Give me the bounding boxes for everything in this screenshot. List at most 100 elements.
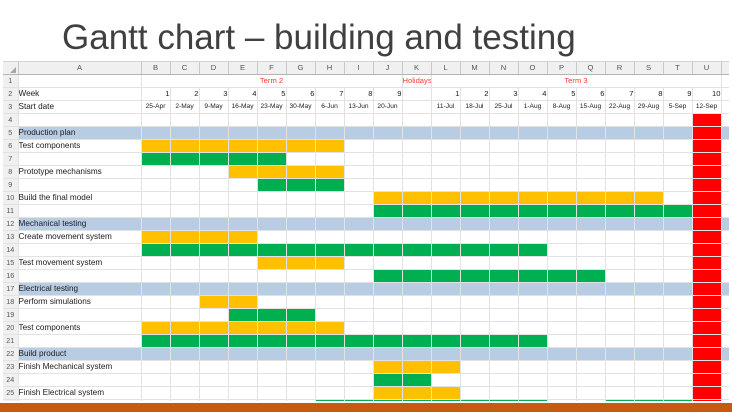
cell-O22[interactable]	[518, 347, 548, 361]
spreadsheet-gantt[interactable]: ABCDEFGHIJKLMNOPQRSTUVWX1Term 2HolidaysT…	[3, 61, 729, 404]
cell-V16[interactable]	[721, 269, 729, 283]
cell-V4[interactable]	[721, 113, 729, 127]
cell-S13[interactable]	[634, 230, 664, 244]
cell-P24[interactable]	[547, 373, 577, 387]
cell-K7[interactable]	[402, 152, 432, 166]
row-header-18[interactable]: 18	[3, 295, 19, 309]
cell-B15[interactable]	[141, 256, 171, 270]
cell-E25[interactable]	[228, 386, 258, 400]
cell-E23[interactable]	[228, 360, 258, 374]
cell-K20[interactable]	[402, 321, 432, 335]
cell-Q9[interactable]	[576, 178, 606, 192]
cell-L4[interactable]	[431, 113, 461, 127]
cell-F22[interactable]	[257, 347, 287, 361]
cell-Q4[interactable]	[576, 113, 606, 127]
cell-J7[interactable]	[373, 152, 403, 166]
cell-D10[interactable]	[199, 191, 229, 205]
cell-N22[interactable]	[489, 347, 519, 361]
cell-N12[interactable]	[489, 217, 519, 231]
cell-R6[interactable]	[605, 139, 635, 153]
cell-L12[interactable]	[431, 217, 461, 231]
cell-I15[interactable]	[344, 256, 374, 270]
cell-C9[interactable]	[170, 178, 200, 192]
cell-Q6[interactable]	[576, 139, 606, 153]
cell-J18[interactable]	[373, 295, 403, 309]
cell-H18[interactable]	[315, 295, 345, 309]
task-label-18[interactable]: Perform simulations	[18, 295, 142, 309]
cell-J4[interactable]	[373, 113, 403, 127]
row-header-16[interactable]: 16	[3, 269, 19, 283]
cell-Q24[interactable]	[576, 373, 606, 387]
row-header-2[interactable]: 2	[3, 87, 19, 101]
select-all-corner[interactable]	[3, 62, 19, 75]
task-label-10[interactable]: Build the final model	[18, 191, 142, 205]
cell-G22[interactable]	[286, 347, 316, 361]
cell-T6[interactable]	[663, 139, 693, 153]
cell-M15[interactable]	[460, 256, 490, 270]
cell-P9[interactable]	[547, 178, 577, 192]
cell-R8[interactable]	[605, 165, 635, 179]
cell-D19[interactable]	[199, 308, 229, 322]
cell-R12[interactable]	[605, 217, 635, 231]
cell-S24[interactable]	[634, 373, 664, 387]
cell-H12[interactable]	[315, 217, 345, 231]
cell-G25[interactable]	[286, 386, 316, 400]
cell-R21[interactable]	[605, 334, 635, 348]
cell-K18[interactable]	[402, 295, 432, 309]
cell-T5[interactable]	[663, 126, 693, 140]
cell-T7[interactable]	[663, 152, 693, 166]
cell-J5[interactable]	[373, 126, 403, 140]
cell-S19[interactable]	[634, 308, 664, 322]
cell-N6[interactable]	[489, 139, 519, 153]
cell-L7[interactable]	[431, 152, 461, 166]
cell-T19[interactable]	[663, 308, 693, 322]
cell-O18[interactable]	[518, 295, 548, 309]
cell-M22[interactable]	[460, 347, 490, 361]
cell-M13[interactable]	[460, 230, 490, 244]
cell-S23[interactable]	[634, 360, 664, 374]
row-header-20[interactable]: 20	[3, 321, 19, 335]
cell-G16[interactable]	[286, 269, 316, 283]
cell-V11[interactable]	[721, 204, 729, 218]
row-header-14[interactable]: 14	[3, 243, 19, 257]
cell-I7[interactable]	[344, 152, 374, 166]
cell-S25[interactable]	[634, 386, 664, 400]
cell-V21[interactable]	[721, 334, 729, 348]
column-header-C[interactable]: C	[170, 62, 200, 75]
cell-O4[interactable]	[518, 113, 548, 127]
cell-S7[interactable]	[634, 152, 664, 166]
row-header-23[interactable]: 23	[3, 360, 19, 374]
cell-H13[interactable]	[315, 230, 345, 244]
cell-B9[interactable]	[141, 178, 171, 192]
cell-G23[interactable]	[286, 360, 316, 374]
row-header-22[interactable]: 22	[3, 347, 19, 361]
cell-E11[interactable]	[228, 204, 258, 218]
cell-M20[interactable]	[460, 321, 490, 335]
cell-G24[interactable]	[286, 373, 316, 387]
cell-E24[interactable]	[228, 373, 258, 387]
cell-L17[interactable]	[431, 282, 461, 296]
cell-I23[interactable]	[344, 360, 374, 374]
cell-C4[interactable]	[170, 113, 200, 127]
cell-H17[interactable]	[315, 282, 345, 296]
cell-P20[interactable]	[547, 321, 577, 335]
cell-G4[interactable]	[286, 113, 316, 127]
cell-R23[interactable]	[605, 360, 635, 374]
cell-F18[interactable]	[257, 295, 287, 309]
row-header-4[interactable]: 4	[3, 113, 19, 127]
column-header-D[interactable]: D	[199, 62, 229, 75]
section-label-17[interactable]: Electrical testing	[18, 282, 142, 296]
cell-Q15[interactable]	[576, 256, 606, 270]
cell-S6[interactable]	[634, 139, 664, 153]
cell-J20[interactable]	[373, 321, 403, 335]
cell-P4[interactable]	[547, 113, 577, 127]
cell-G12[interactable]	[286, 217, 316, 231]
cell-R4[interactable]	[605, 113, 635, 127]
cell-P12[interactable]	[547, 217, 577, 231]
column-header-P[interactable]: P	[547, 62, 577, 75]
cell-G7[interactable]	[286, 152, 316, 166]
cell-M24[interactable]	[460, 373, 490, 387]
cell-C15[interactable]	[170, 256, 200, 270]
cell-A24[interactable]	[18, 373, 142, 387]
cell-H11[interactable]	[315, 204, 345, 218]
